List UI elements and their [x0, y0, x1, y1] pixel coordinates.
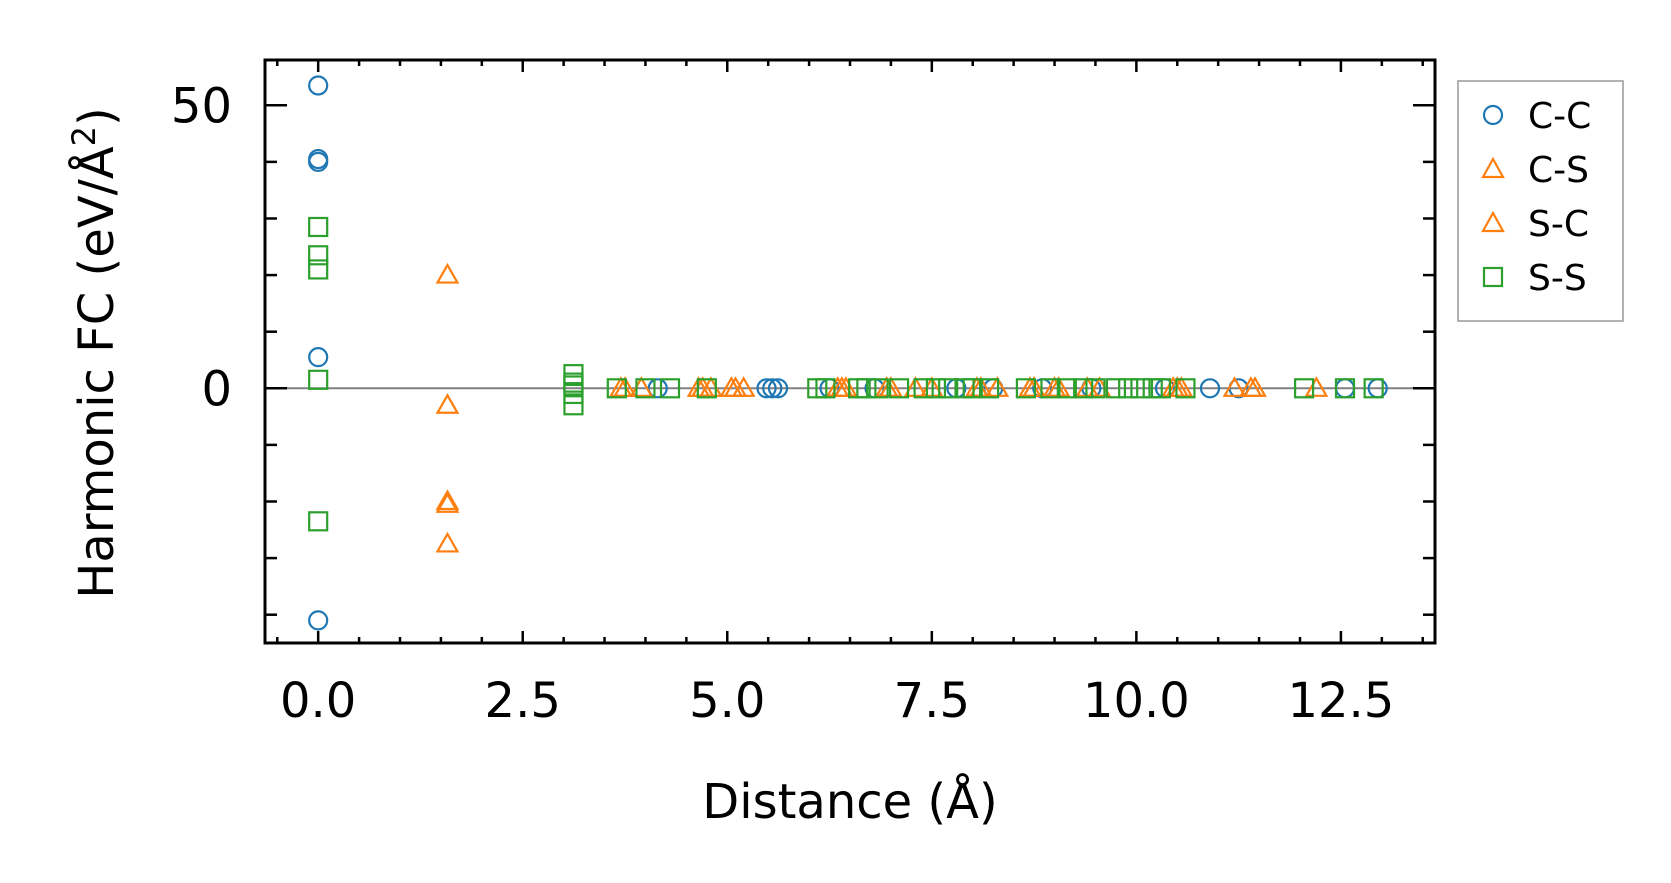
data-point: [1085, 378, 1106, 399]
data-point: [938, 378, 959, 399]
x-tick-label: 12.5: [1287, 673, 1394, 729]
data-point: [925, 378, 947, 399]
y-axis-label-end: ): [69, 107, 125, 126]
y-tick-label: 0: [201, 361, 232, 417]
axes-frame: [263, 58, 1437, 645]
data-points: [308, 75, 1388, 631]
legend-marker-square: [1482, 266, 1504, 288]
data-point: [606, 378, 627, 399]
data-point: [308, 245, 329, 266]
data-point: [435, 492, 460, 513]
y-axis-label-superscript: 2: [65, 126, 103, 146]
data-point: [635, 378, 656, 399]
x-tick-label: 2.5: [485, 673, 561, 729]
data-point: [1040, 378, 1061, 399]
data-point: [723, 376, 748, 397]
data-point: [435, 489, 460, 511]
axis-ticks: 0.0 2.5 5.0 7.5 10.0 12.5 0 50: [171, 60, 1435, 729]
data-point: [308, 216, 329, 238]
data-point: [563, 395, 584, 416]
data-point: [1334, 378, 1356, 399]
data-point: [1304, 376, 1329, 397]
y-tick-label: 50: [171, 78, 232, 134]
data-point: [762, 378, 783, 399]
legend-label: S-S: [1528, 258, 1587, 299]
data-point: [308, 75, 329, 96]
data-point: [1130, 378, 1151, 399]
data-point: [1175, 378, 1196, 399]
legend-marker-triangle: [1481, 210, 1505, 233]
data-point: [856, 378, 877, 399]
x-axis-label: Distance (Å): [702, 773, 997, 830]
data-point: [1293, 378, 1315, 399]
x-tick-label: 5.0: [689, 673, 765, 729]
data-point: [308, 347, 329, 368]
data-point: [1073, 378, 1094, 399]
legend: C-C C-S S-C S-S: [1457, 80, 1624, 322]
series-c-s: [435, 262, 1329, 553]
data-point: [1118, 378, 1139, 399]
data-point: [1105, 378, 1127, 399]
data-point: [1222, 376, 1247, 397]
data-point: [1199, 378, 1221, 399]
data-point: [308, 151, 329, 172]
data-point: [1015, 378, 1037, 399]
data-point: [1363, 378, 1384, 399]
data-point: [913, 378, 934, 399]
data-point: [1056, 378, 1077, 399]
data-point: [868, 378, 889, 399]
data-point: [888, 378, 910, 399]
data-point: [563, 383, 584, 405]
data-point: [1239, 376, 1263, 397]
data-point: [647, 378, 668, 399]
data-point: [1150, 378, 1172, 399]
x-tick-label: 10.0: [1083, 673, 1190, 729]
x-tick-label: 0.0: [280, 673, 356, 729]
y-axis-label-main: Harmonic FC (eV/Å: [68, 146, 125, 599]
x-tick-label: 7.5: [894, 673, 970, 729]
series-c-c: [308, 75, 1388, 631]
plot-frame: [263, 58, 1437, 645]
data-point: [435, 531, 460, 553]
data-point: [308, 511, 329, 532]
legend-label: S-C: [1528, 204, 1589, 245]
data-point: [435, 393, 460, 414]
data-point: [696, 378, 717, 399]
series-s-s: [308, 216, 1384, 532]
data-point: [829, 376, 854, 397]
legend-label: C-C: [1528, 96, 1591, 137]
data-point: [659, 378, 681, 399]
legend-label: C-S: [1528, 150, 1589, 191]
data-point: [308, 610, 329, 631]
legend-marker-circle: [1482, 104, 1504, 126]
data-point: [815, 378, 836, 399]
data-point: [308, 369, 329, 390]
data-point: [962, 378, 983, 399]
data-point: [756, 378, 777, 399]
y-axis-label: Harmonic FC (eV/Å2): [65, 107, 125, 599]
data-point: [308, 259, 329, 280]
data-point: [767, 378, 789, 399]
data-point: [978, 378, 1000, 399]
legend-marker-triangle: [1481, 156, 1505, 179]
data-point: [435, 262, 460, 284]
